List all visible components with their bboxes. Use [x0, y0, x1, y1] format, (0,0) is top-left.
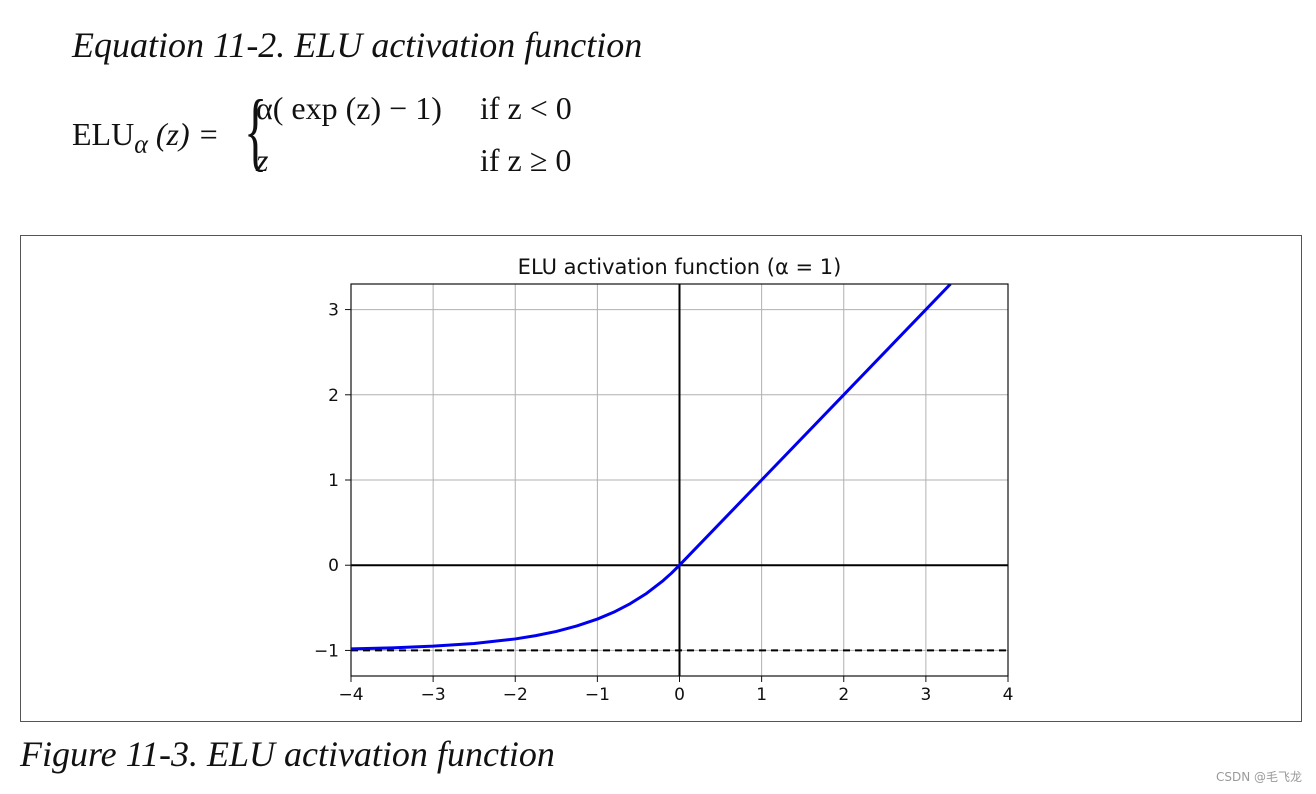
x-tick-label-2: −2: [503, 685, 528, 705]
x-tick-label-4: 0: [674, 685, 685, 705]
y-tick-label-2: 1: [328, 471, 339, 491]
equation-lhs-base: ELU: [72, 116, 135, 152]
figure-caption: Figure 11-3. ELU activation function: [20, 734, 555, 774]
equation-case2-expression: z: [256, 142, 269, 178]
x-tick-label-5: 1: [756, 685, 767, 705]
figure-frame: −4 −3 −2 −1 0 1 2 3 4 −1 0 1 2 3 ELU activation functi…: [20, 235, 1302, 722]
x-tick-label-6: 2: [838, 685, 849, 705]
elu-chart: −4 −3 −2 −1 0 1 2 3 4 −1 0 1 2 3 ELU activation functi…: [314, 255, 1014, 705]
elu-equation: ELUα (z) = { α( exp (z) − 1) if z < 0 z …: [72, 86, 632, 186]
y-tick-label-0: −1: [314, 641, 339, 661]
chart-title: ELU activation function (α = 1): [518, 255, 842, 279]
equation-title: Equation 11-2. ELU activation function: [72, 25, 643, 65]
y-tick-label-3: 2: [328, 386, 339, 406]
y-tick-label-1: 0: [328, 556, 339, 576]
equation-case1-expression: α( exp (z) − 1): [256, 90, 442, 126]
x-tick-label-7: 3: [920, 685, 931, 705]
x-tick-label-8: 4: [1003, 685, 1014, 705]
equation-lhs: ELUα (z) =: [72, 116, 219, 159]
x-tick-label-3: −1: [585, 685, 610, 705]
equation-lhs-argument: (z) =: [155, 116, 220, 152]
equation-brace: {: [244, 83, 268, 180]
equation-case1-condition: if z < 0: [480, 90, 572, 126]
x-tick-label-0: −4: [338, 685, 363, 705]
equation-lhs-subscript: α: [134, 129, 148, 159]
watermark: CSDN @毛飞龙: [1215, 770, 1302, 784]
series-line-0: [351, 284, 952, 651]
y-tick-label-4: 3: [328, 301, 339, 321]
equation-case2-condition: if z ≥ 0: [480, 142, 572, 178]
x-tick-label-1: −3: [421, 685, 446, 705]
